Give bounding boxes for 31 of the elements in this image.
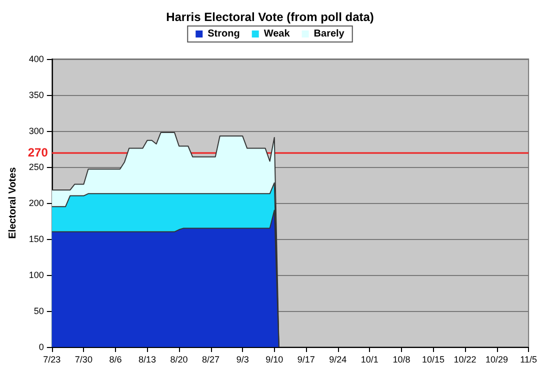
x-tick-label: 10/1 — [360, 354, 378, 364]
y-tick-label: 150 — [28, 234, 44, 244]
x-tick-label: 7/30 — [74, 354, 92, 364]
x-tick-label: 9/17 — [297, 354, 315, 364]
x-tick-label: 8/27 — [202, 354, 220, 364]
x-tick-label: 7/23 — [43, 354, 61, 364]
x-tick-label: 9/24 — [329, 354, 347, 364]
y-tick-label: 100 — [28, 270, 44, 280]
y-axis-title: Electoral Votes — [8, 166, 18, 239]
legend-label: Barely — [314, 28, 345, 40]
y-tick-label: 400 — [28, 54, 44, 64]
chart-title: Harris Electoral Vote (from poll data) — [166, 10, 374, 24]
legend-label: Strong — [208, 28, 240, 40]
x-tick-label: 9/10 — [266, 354, 284, 364]
x-tick-label: 8/13 — [138, 354, 156, 364]
y-tick-label: 250 — [28, 162, 44, 172]
x-tick-label: 8/20 — [170, 354, 188, 364]
legend-label: Weak — [264, 28, 290, 40]
x-tick-label: 10/15 — [422, 354, 445, 364]
x-tick-label: 10/8 — [392, 354, 410, 364]
y-tick-label: 0 — [38, 342, 44, 352]
y-tick-label: 300 — [28, 126, 44, 136]
x-tick-label: 10/29 — [486, 354, 508, 364]
x-tick-label: 9/3 — [236, 354, 249, 364]
x-tick-label: 11/5 — [520, 354, 538, 364]
y-tick-label: 50 — [34, 306, 44, 316]
ref-line-label: 270 — [28, 146, 48, 160]
x-tick-label: 10/22 — [454, 354, 476, 364]
x-tick-label: 8/6 — [109, 354, 122, 364]
y-tick-label: 350 — [28, 90, 44, 100]
y-tick-label: 200 — [28, 198, 44, 208]
